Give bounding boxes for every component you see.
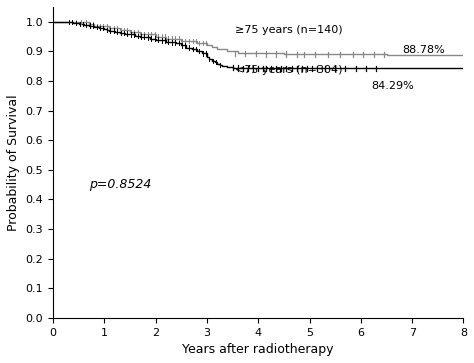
X-axis label: Years after radiotherapy: Years after radiotherapy (182, 343, 334, 356)
Text: p=0.8524: p=0.8524 (89, 178, 151, 191)
Text: <75 years (n=304): <75 years (n=304) (235, 65, 343, 75)
Text: ≥75 years (n=140): ≥75 years (n=140) (235, 25, 343, 35)
Text: 88.78%: 88.78% (402, 45, 445, 54)
Y-axis label: Probability of Survival: Probability of Survival (7, 94, 20, 231)
Text: 84.29%: 84.29% (371, 81, 414, 91)
